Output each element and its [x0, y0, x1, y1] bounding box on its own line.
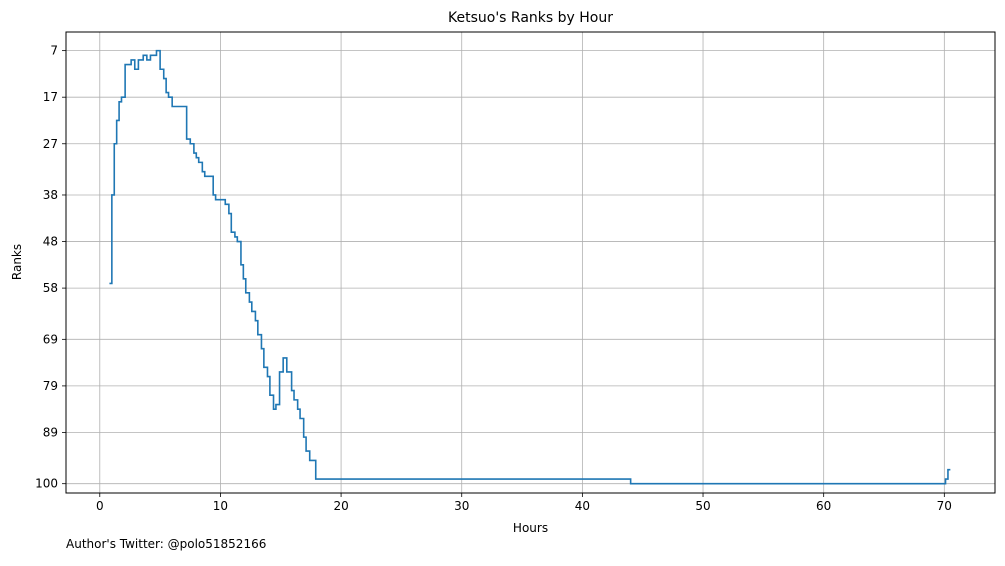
x-tick-label: 70 [937, 499, 952, 513]
x-tick-label: 10 [213, 499, 228, 513]
chart-title: Ketsuo's Ranks by Hour [448, 10, 613, 26]
author-note: Author's Twitter: @polo51852166 [66, 537, 267, 551]
y-axis-label: Ranks [10, 244, 24, 280]
y-tick-label: 58 [43, 281, 58, 295]
y-tick-label: 79 [43, 379, 58, 393]
x-tick-label: 60 [816, 499, 831, 513]
x-tick-label: 30 [454, 499, 469, 513]
grid-lines [66, 32, 995, 493]
x-ticks: 0 10 20 30 40 50 60 70 [96, 493, 952, 513]
x-tick-label: 0 [96, 499, 104, 513]
rank-series-line [109, 49, 951, 485]
y-ticks: 7 17 27 38 48 58 69 79 89 100 [35, 44, 66, 491]
y-tick-label: 69 [43, 332, 58, 346]
y-tick-label: 89 [43, 425, 58, 439]
y-tick-label: 17 [43, 90, 58, 104]
y-tick-label: 48 [43, 235, 58, 249]
x-tick-label: 50 [695, 499, 710, 513]
y-tick-label: 38 [43, 188, 58, 202]
series-layer [109, 49, 951, 485]
x-tick-label: 40 [575, 499, 590, 513]
x-axis-label: Hours [513, 521, 548, 535]
axes-frame [65, 31, 996, 494]
y-tick-label: 27 [43, 137, 58, 151]
y-tick-label: 7 [50, 44, 58, 58]
y-tick-label: 100 [35, 477, 58, 491]
x-tick-label: 20 [333, 499, 348, 513]
